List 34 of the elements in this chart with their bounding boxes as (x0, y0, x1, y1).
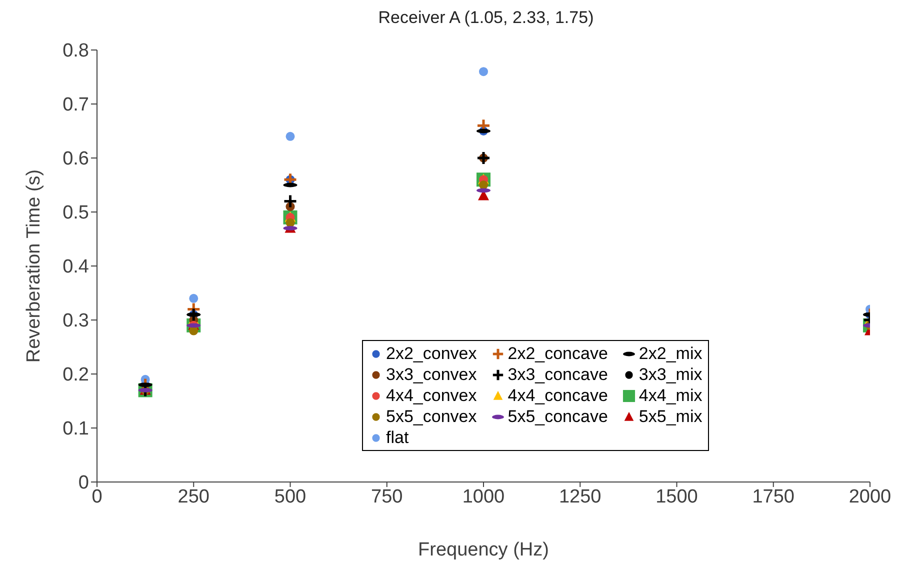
legend-label: 5x5_convex (386, 406, 477, 427)
x-tick-label: 1000 (462, 486, 505, 508)
x-tick-label: 1750 (752, 486, 795, 508)
x-tick-label: 750 (371, 486, 403, 508)
y-tick-label: 0.1 (62, 418, 89, 440)
legend-label: 3x3_concave (508, 364, 608, 385)
legend-label: flat (386, 427, 409, 448)
legend-label: 4x4_convex (386, 385, 477, 406)
x-tick-label: 500 (274, 486, 306, 508)
y-tick-label: 0.2 (62, 364, 89, 386)
legend-label: 5x5_mix (638, 406, 702, 427)
x-tick-label: 0 (92, 486, 102, 508)
x-tick-label: 1500 (656, 486, 698, 508)
chart-title: Receiver A (1.05, 2.33, 1.75) (377, 8, 595, 29)
y-axis-title: Reverberation Time (s) (24, 169, 45, 363)
legend-label: 2x2_mix (638, 343, 702, 364)
y-tick-label: 0.4 (62, 256, 90, 278)
legend-label: 4x4_mix (638, 385, 702, 406)
legend-label: 4x4_concave (508, 385, 608, 406)
y-tick-label: 0.8 (62, 40, 89, 62)
y-tick-label: 0.7 (62, 94, 89, 116)
legend-label: 2x2_concave (508, 343, 608, 364)
legend-label: 5x5_concave (508, 406, 608, 427)
x-axis-title: Frequency (Hz) (418, 539, 549, 560)
x-tick-label: 1250 (558, 486, 602, 508)
y-tick-label: 0.3 (62, 310, 89, 332)
y-tick-label: 0.6 (62, 148, 89, 170)
y-tick-label: 0 (78, 472, 89, 494)
x-tick-label: 2000 (848, 486, 892, 508)
legend-label: 3x3_convex (386, 364, 477, 385)
legend-label: 2x2_convex (386, 343, 477, 364)
y-tick-label: 0.5 (62, 202, 89, 224)
x-tick-label: 250 (178, 486, 210, 508)
legend-label: 3x3_mix (638, 364, 702, 385)
